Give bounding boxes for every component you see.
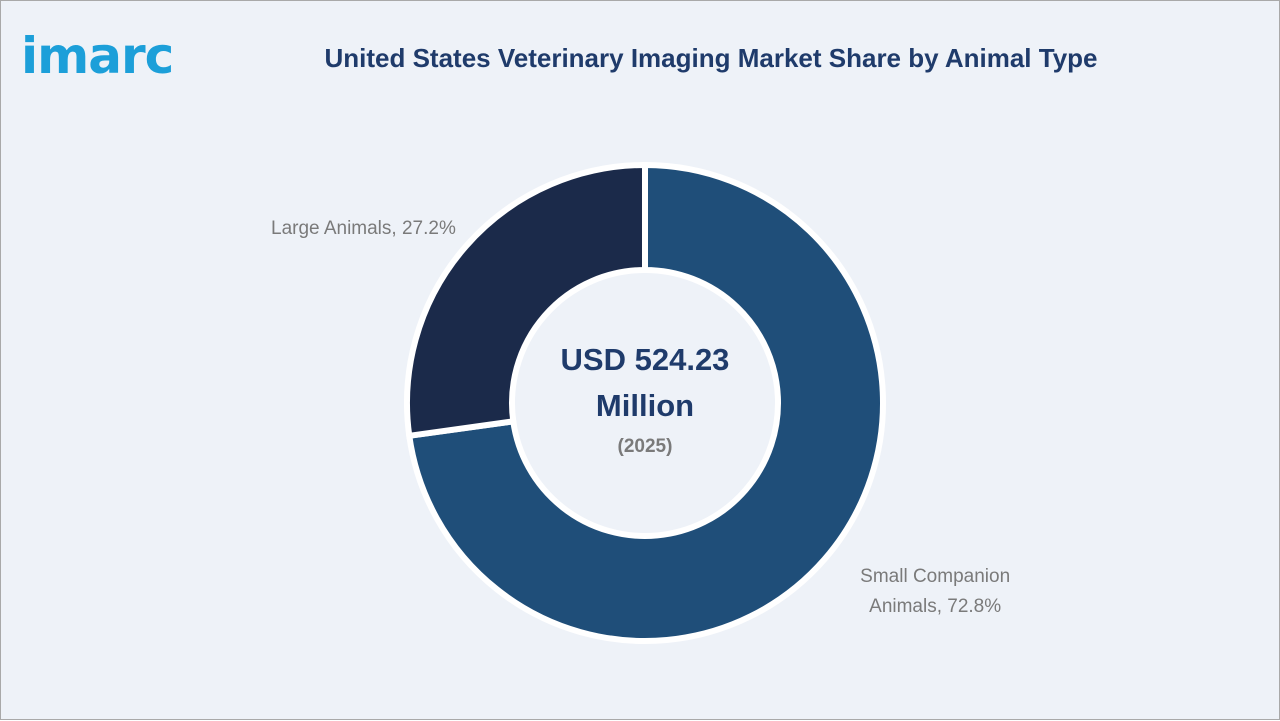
logo: imarc [21,27,174,85]
value-label: Large Animals, 27.2% [271,218,456,240]
value-label: Small Companion Animals, 72.8% [860,565,1011,617]
donut-segment [404,161,648,440]
center-sublabel: (2025) [617,436,673,457]
donut-segment [405,161,886,644]
chart-title: United States Veterinary Imaging Market … [324,43,1098,73]
center-label: USD 524.23 Million [560,342,730,423]
